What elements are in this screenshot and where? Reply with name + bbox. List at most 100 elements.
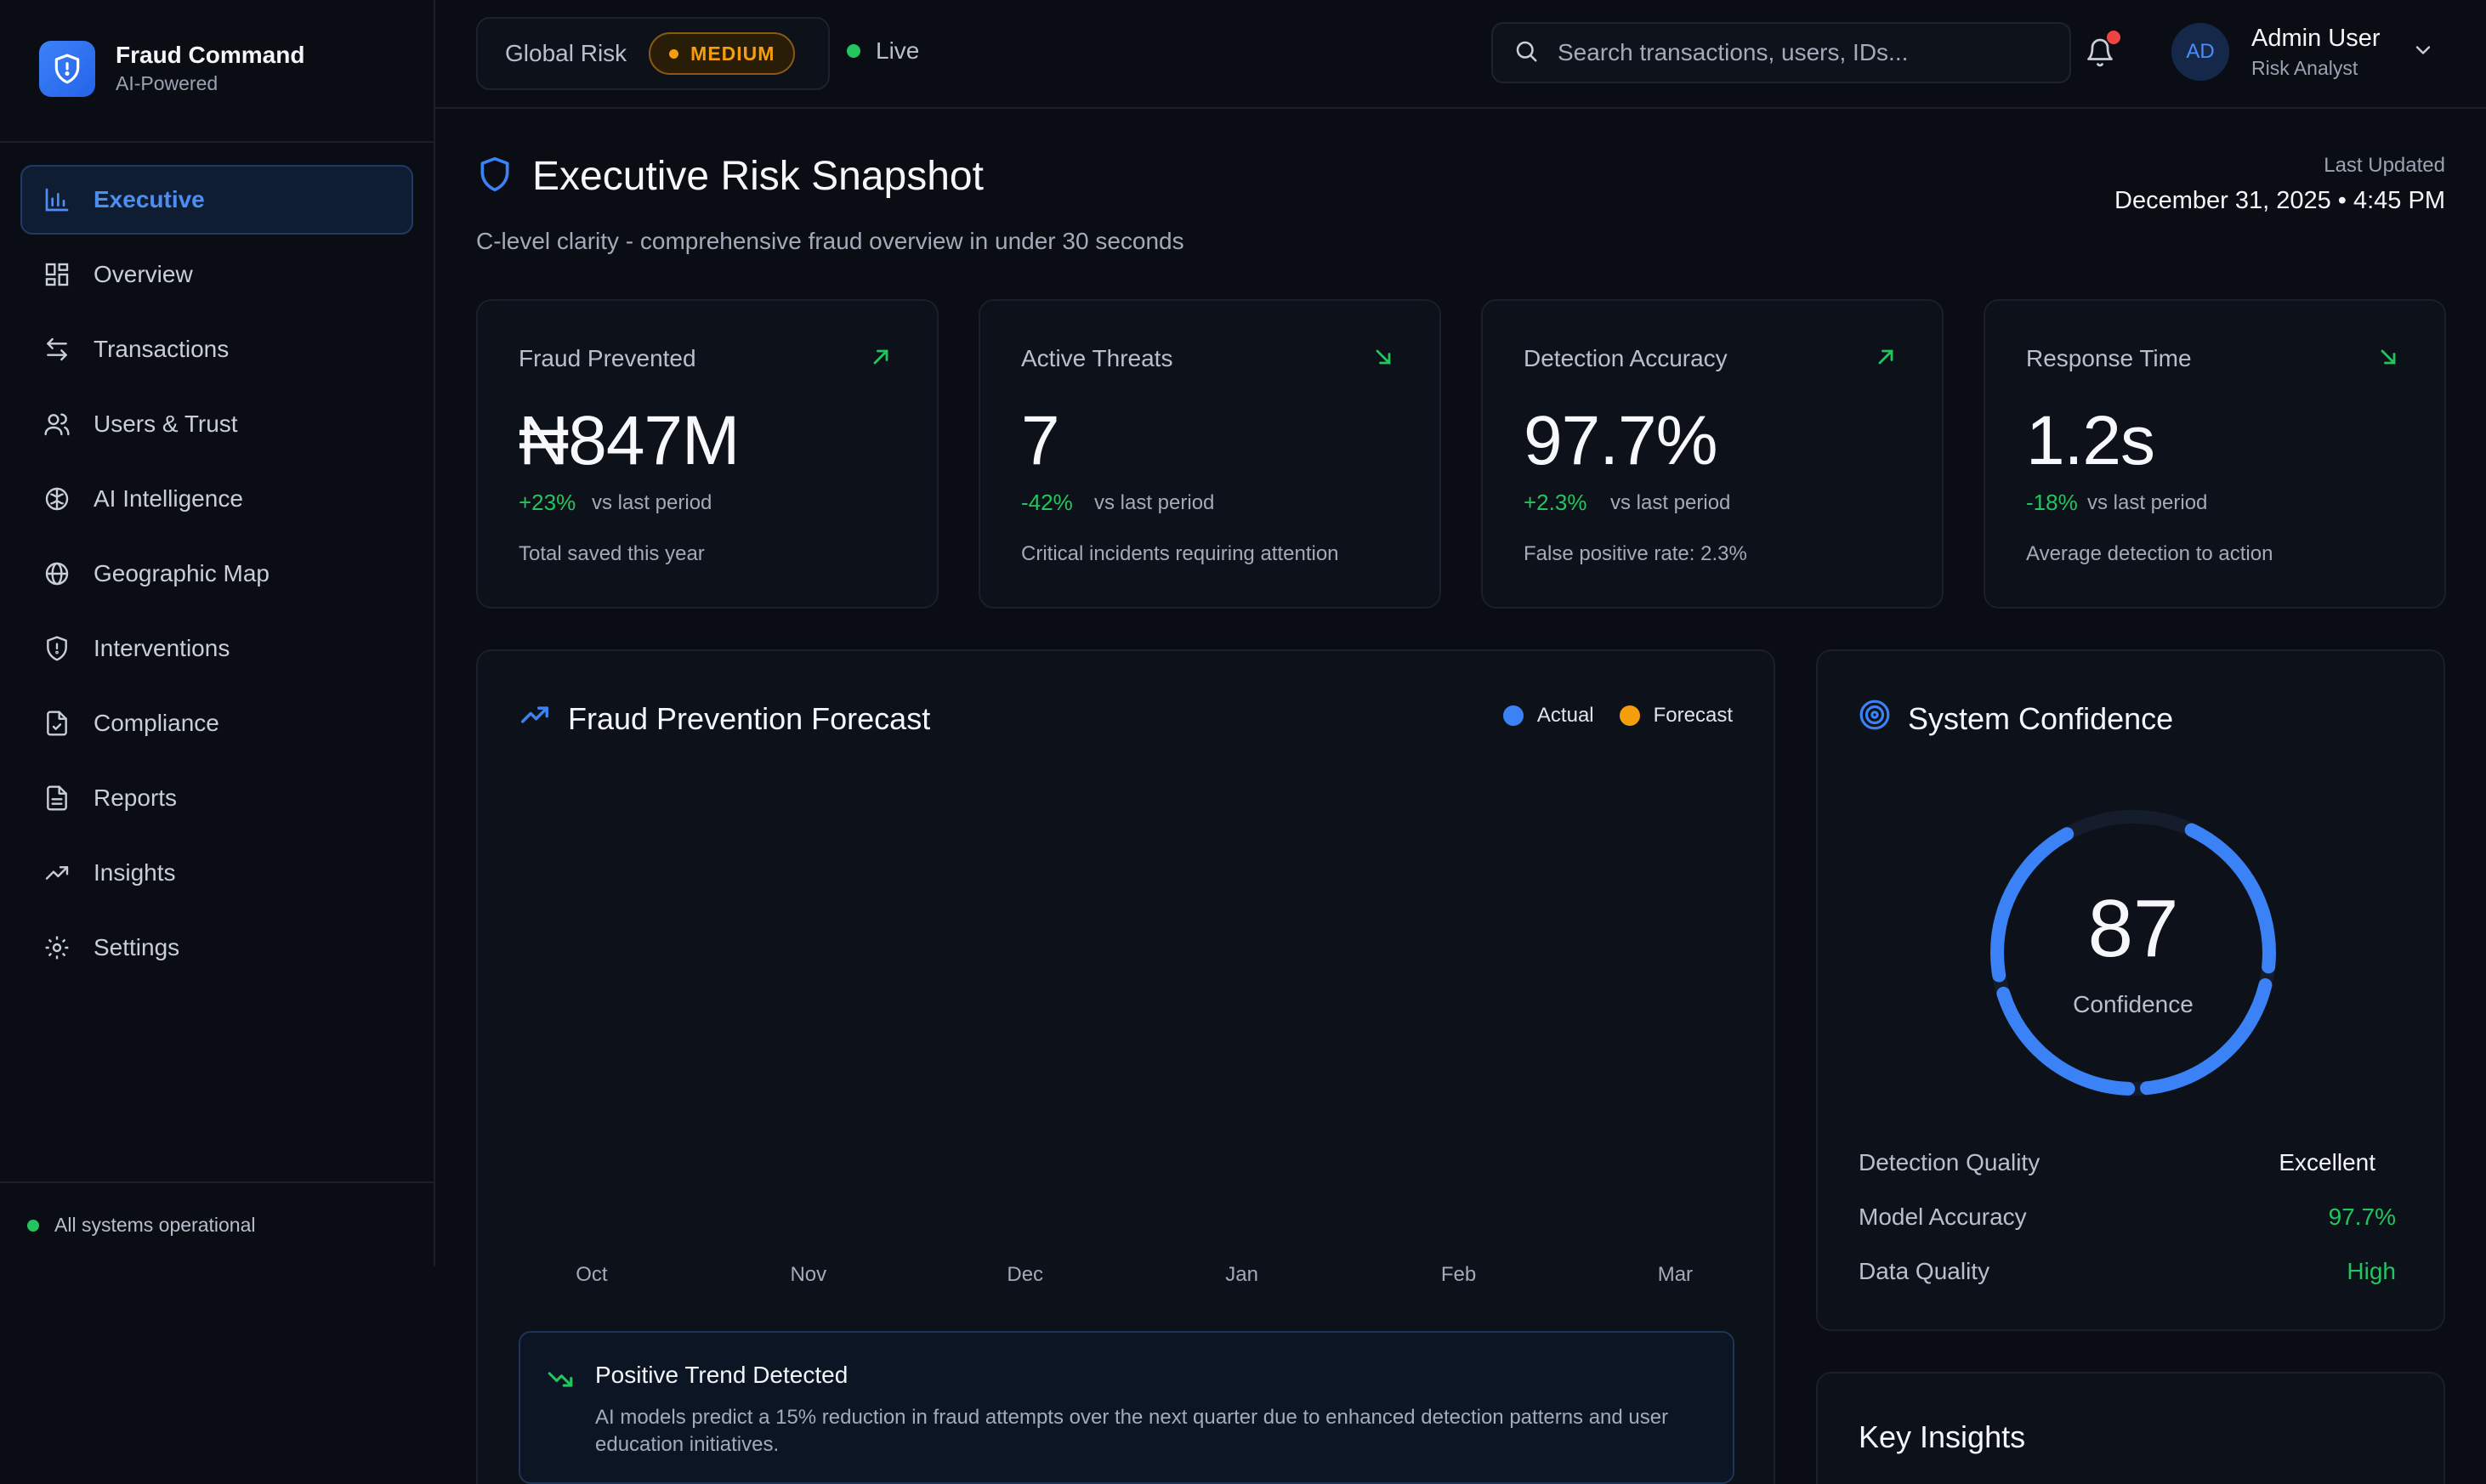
legend-swatch-actual: [1502, 705, 1524, 726]
arrows-swap-icon: [43, 335, 71, 364]
search-icon: [1513, 38, 1539, 68]
confidence-value: 87: [2087, 883, 2179, 974]
search-box[interactable]: [1491, 22, 2071, 83]
x-tick: Mar: [1657, 1263, 1694, 1286]
legend-label: Forecast: [1653, 704, 1733, 727]
kpi-label: Fraud Prevented: [519, 345, 696, 371]
chevron-down-icon: [2411, 38, 2435, 66]
kpi-description: Critical incidents requiring attention: [1021, 542, 1339, 565]
sidebar-item-label: Reports: [94, 784, 178, 811]
sidebar-item-label: Interventions: [94, 635, 230, 661]
system-status-text: All systems operational: [54, 1214, 256, 1236]
trending-up-icon: [43, 858, 71, 887]
sidebar-item-reports[interactable]: Reports: [20, 763, 413, 833]
key-insights-card: Key Insights: [1816, 1372, 2445, 1484]
status-dot-icon: [27, 1219, 39, 1232]
legend-forecast[interactable]: Forecast: [1619, 704, 1733, 728]
legend-label: Actual: [1536, 704, 1594, 727]
kpi-card-detection-accuracy[interactable]: Detection Accuracy 97.7% +2.3% vs last p…: [1481, 299, 1944, 609]
file-check-icon: [43, 709, 71, 738]
kpi-label: Response Time: [2026, 345, 2192, 371]
risk-level-badge: MEDIUM: [649, 32, 796, 75]
confidence-gauge: [1990, 810, 2276, 1096]
bar-chart-icon: [43, 185, 71, 214]
avatar: AD: [2171, 23, 2229, 81]
kpi-description: Average detection to action: [2026, 542, 2273, 565]
confidence-label: Confidence: [2073, 991, 2194, 1017]
system-status: All systems operational: [27, 1214, 256, 1237]
kpi-comparison: vs last period: [2087, 491, 2208, 514]
sidebar-item-label: Overview: [94, 261, 193, 287]
metric-value: Excellent: [2279, 1149, 2375, 1175]
shield-alert-icon: [43, 634, 71, 663]
user-menu[interactable]: AD Admin User Risk Analyst: [2171, 22, 2435, 82]
trend-description: AI models predict a 15% reduction in fra…: [595, 1406, 1669, 1456]
global-risk-label: Global Risk: [505, 40, 627, 66]
risk-level-text: MEDIUM: [690, 42, 775, 65]
live-label: Live: [876, 37, 920, 64]
notification-badge: [2107, 31, 2120, 44]
target-icon: [1859, 699, 1891, 739]
sidebar-item-label: Executive: [94, 186, 205, 212]
trend-title: Positive Trend Detected: [595, 1362, 849, 1388]
sidebar-item-settings[interactable]: Settings: [20, 913, 413, 983]
x-tick: Feb: [1440, 1263, 1477, 1286]
kpi-value: 7: [1021, 402, 1060, 479]
sidebar-item-executive[interactable]: Executive: [20, 165, 413, 235]
arrow-down-right-icon: [1371, 345, 1395, 373]
sidebar-item-insights[interactable]: Insights: [20, 838, 413, 908]
shield-logo-icon: [39, 41, 95, 97]
legend-swatch-forecast: [1619, 705, 1640, 726]
legend-actual[interactable]: Actual: [1502, 704, 1594, 728]
divider: [0, 141, 434, 143]
kpi-label: Active Threats: [1021, 345, 1173, 371]
sidebar-item-overview[interactable]: Overview: [20, 240, 413, 309]
sidebar-item-transactions[interactable]: Transactions: [20, 314, 413, 384]
kpi-card-fraud-prevented[interactable]: Fraud Prevented ₦847M +23% vs last perio…: [476, 299, 939, 609]
live-indicator: Live: [847, 37, 919, 65]
brand-subtitle: AI-Powered: [116, 72, 219, 94]
user-role: Risk Analyst: [2251, 57, 2358, 79]
trending-up-icon: [519, 699, 551, 739]
x-axis: Oct Nov Dec Jan Feb Mar: [519, 1263, 1736, 1297]
sidebar-item-interventions[interactable]: Interventions: [20, 614, 413, 683]
users-icon: [43, 410, 71, 439]
metric-value: 97.7%: [2328, 1204, 2396, 1230]
kpi-change: +2.3%: [1524, 490, 1587, 515]
confidence-title: System Confidence: [1859, 699, 2173, 739]
kpi-comparison: vs last period: [1094, 491, 1215, 514]
sidebar-nav: Executive Overview Transactions Users & …: [20, 165, 413, 988]
kpi-card-response-time[interactable]: Response Time 1.2s -18% vs last period A…: [1984, 299, 2446, 609]
last-updated-value: December 31, 2025 • 4:45 PM: [2114, 187, 2445, 214]
kpi-description: Total saved this year: [519, 542, 705, 565]
grid-icon: [43, 260, 71, 289]
kpi-card-active-threats[interactable]: Active Threats 7 -42% vs last period Cri…: [979, 299, 1441, 609]
page-title-text: Executive Risk Snapshot: [532, 154, 984, 199]
kpi-change: -18%: [2026, 490, 2078, 515]
notifications-button[interactable]: [2076, 31, 2124, 78]
forecast-chart-area: [519, 770, 1736, 1102]
metric-detection-quality: Detection Quality Excellent: [1859, 1149, 2396, 1176]
brand[interactable]: Fraud Command AI-Powered: [39, 41, 304, 97]
divider: [0, 1181, 434, 1183]
gear-icon: [43, 933, 71, 962]
arrow-down-right-icon: [2376, 345, 2400, 373]
page-title: Executive Risk Snapshot: [476, 153, 984, 200]
brand-title: Fraud Command: [116, 42, 305, 68]
sidebar-item-ai-intelligence[interactable]: AI Intelligence: [20, 464, 413, 534]
last-updated: Last Updated December 31, 2025 • 4:45 PM: [2114, 151, 2445, 221]
metric-key: Detection Quality: [1859, 1149, 2040, 1175]
sidebar-item-label: Transactions: [94, 336, 230, 362]
kpi-value: 1.2s: [2026, 402, 2155, 479]
sidebar-item-users[interactable]: Users & Trust: [20, 389, 413, 459]
search-input[interactable]: [1558, 39, 2051, 66]
global-risk-indicator[interactable]: Global Risk MEDIUM: [476, 17, 830, 90]
gauge-fill: [1990, 810, 2276, 1096]
sidebar-item-geographic-map[interactable]: Geographic Map: [20, 539, 413, 609]
globe-icon: [43, 559, 71, 588]
sidebar-item-label: Users & Trust: [94, 411, 238, 437]
kpi-comparison: vs last period: [1610, 491, 1731, 514]
sidebar-item-compliance[interactable]: Compliance: [20, 688, 413, 758]
bell-icon: [2085, 37, 2115, 72]
sidebar-item-label: Settings: [94, 934, 180, 960]
